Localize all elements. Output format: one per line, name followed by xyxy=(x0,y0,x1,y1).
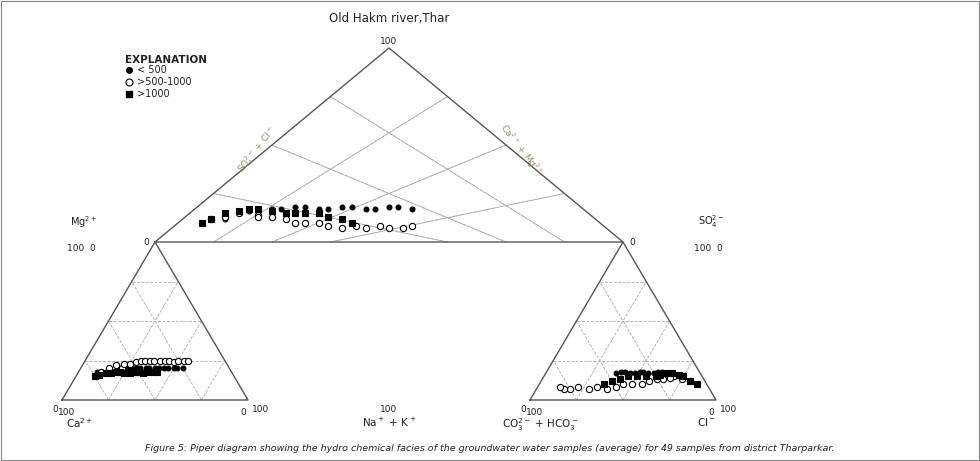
Text: Na$^+$ + K$^+$: Na$^+$ + K$^+$ xyxy=(362,416,416,429)
Text: >500-1000: >500-1000 xyxy=(137,77,192,87)
Text: 100  0: 100 0 xyxy=(67,244,96,253)
Text: Figure 5: Piper diagram showing the hydro chemical facies of the groundwater wat: Figure 5: Piper diagram showing the hydr… xyxy=(145,444,835,453)
Text: 100: 100 xyxy=(720,405,737,414)
Text: 100: 100 xyxy=(380,37,398,46)
Text: 100: 100 xyxy=(380,405,398,414)
Text: EXPLANATION: EXPLANATION xyxy=(125,55,207,65)
Text: 0: 0 xyxy=(143,237,149,247)
Text: CO$_3^{2-}$ + HCO$_3^-$: CO$_3^{2-}$ + HCO$_3^-$ xyxy=(502,416,578,433)
Text: 100: 100 xyxy=(252,405,270,414)
Text: SO$_4^{2-}$ + Cl$^-$: SO$_4^{2-}$ + Cl$^-$ xyxy=(234,124,279,176)
Text: 0: 0 xyxy=(629,237,635,247)
Text: 0: 0 xyxy=(240,408,246,417)
Text: < 500: < 500 xyxy=(137,65,167,75)
Text: Old Hakm river,Thar: Old Hakm river,Thar xyxy=(329,12,449,25)
Text: Cl$^-$: Cl$^-$ xyxy=(697,416,715,428)
Text: 0: 0 xyxy=(709,408,713,417)
Text: Mg$^{2+}$: Mg$^{2+}$ xyxy=(70,214,97,230)
Text: 0: 0 xyxy=(520,405,526,414)
Text: 0: 0 xyxy=(52,405,58,414)
Text: Ca$^{2+}$ + Mg$^{2+}$: Ca$^{2+}$ + Mg$^{2+}$ xyxy=(496,121,546,179)
Text: 100: 100 xyxy=(59,408,75,417)
Text: 100: 100 xyxy=(526,408,544,417)
Text: SO$_4^{2-}$: SO$_4^{2-}$ xyxy=(698,213,724,230)
Text: >1000: >1000 xyxy=(137,89,170,99)
Text: Ca$^{2+}$: Ca$^{2+}$ xyxy=(67,416,93,430)
Text: 100  0: 100 0 xyxy=(694,244,723,253)
